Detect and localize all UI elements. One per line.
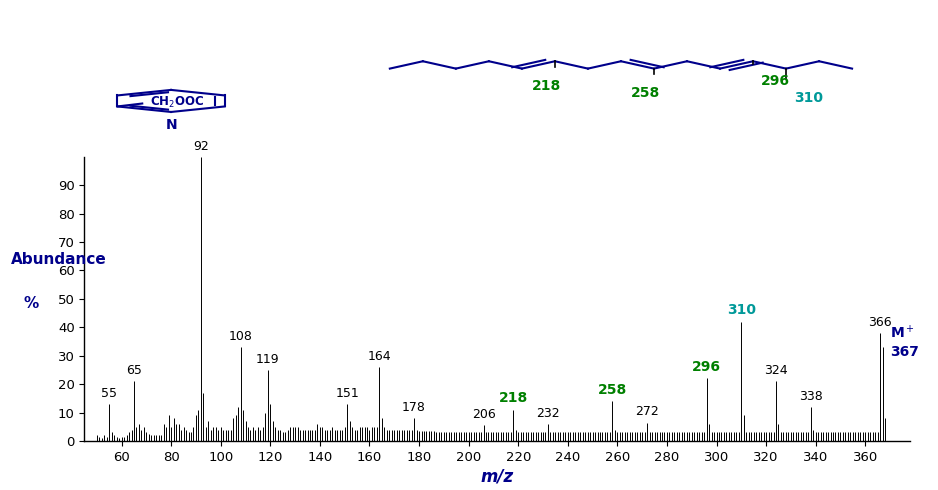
Text: 119: 119 [256,353,280,366]
Text: 366: 366 [869,316,892,329]
Text: 178: 178 [402,401,426,414]
Text: 296: 296 [692,360,721,374]
Text: 206: 206 [472,408,495,421]
Text: 108: 108 [229,330,252,343]
Text: 65: 65 [126,364,142,377]
Text: M$^+$: M$^+$ [890,324,915,342]
Text: 367: 367 [890,344,919,359]
Text: CH$_2$OOC: CH$_2$OOC [150,95,204,110]
Text: 310: 310 [794,91,824,105]
Text: 151: 151 [335,387,359,400]
Text: 258: 258 [598,383,627,397]
Text: 218: 218 [532,79,561,93]
Text: 164: 164 [368,350,391,363]
Text: 310: 310 [727,303,756,318]
Text: 232: 232 [537,407,560,419]
Text: 218: 218 [499,392,528,406]
Text: %: % [23,296,38,311]
X-axis label: m/z: m/z [480,468,514,486]
Text: 92: 92 [193,140,209,152]
Text: 258: 258 [631,86,660,100]
Text: 296: 296 [762,74,791,89]
Text: 324: 324 [764,364,788,377]
Text: 338: 338 [799,390,823,403]
Text: Abundance: Abundance [11,252,107,267]
Text: 55: 55 [101,387,117,400]
Text: 272: 272 [635,405,659,418]
Text: N: N [165,118,177,132]
